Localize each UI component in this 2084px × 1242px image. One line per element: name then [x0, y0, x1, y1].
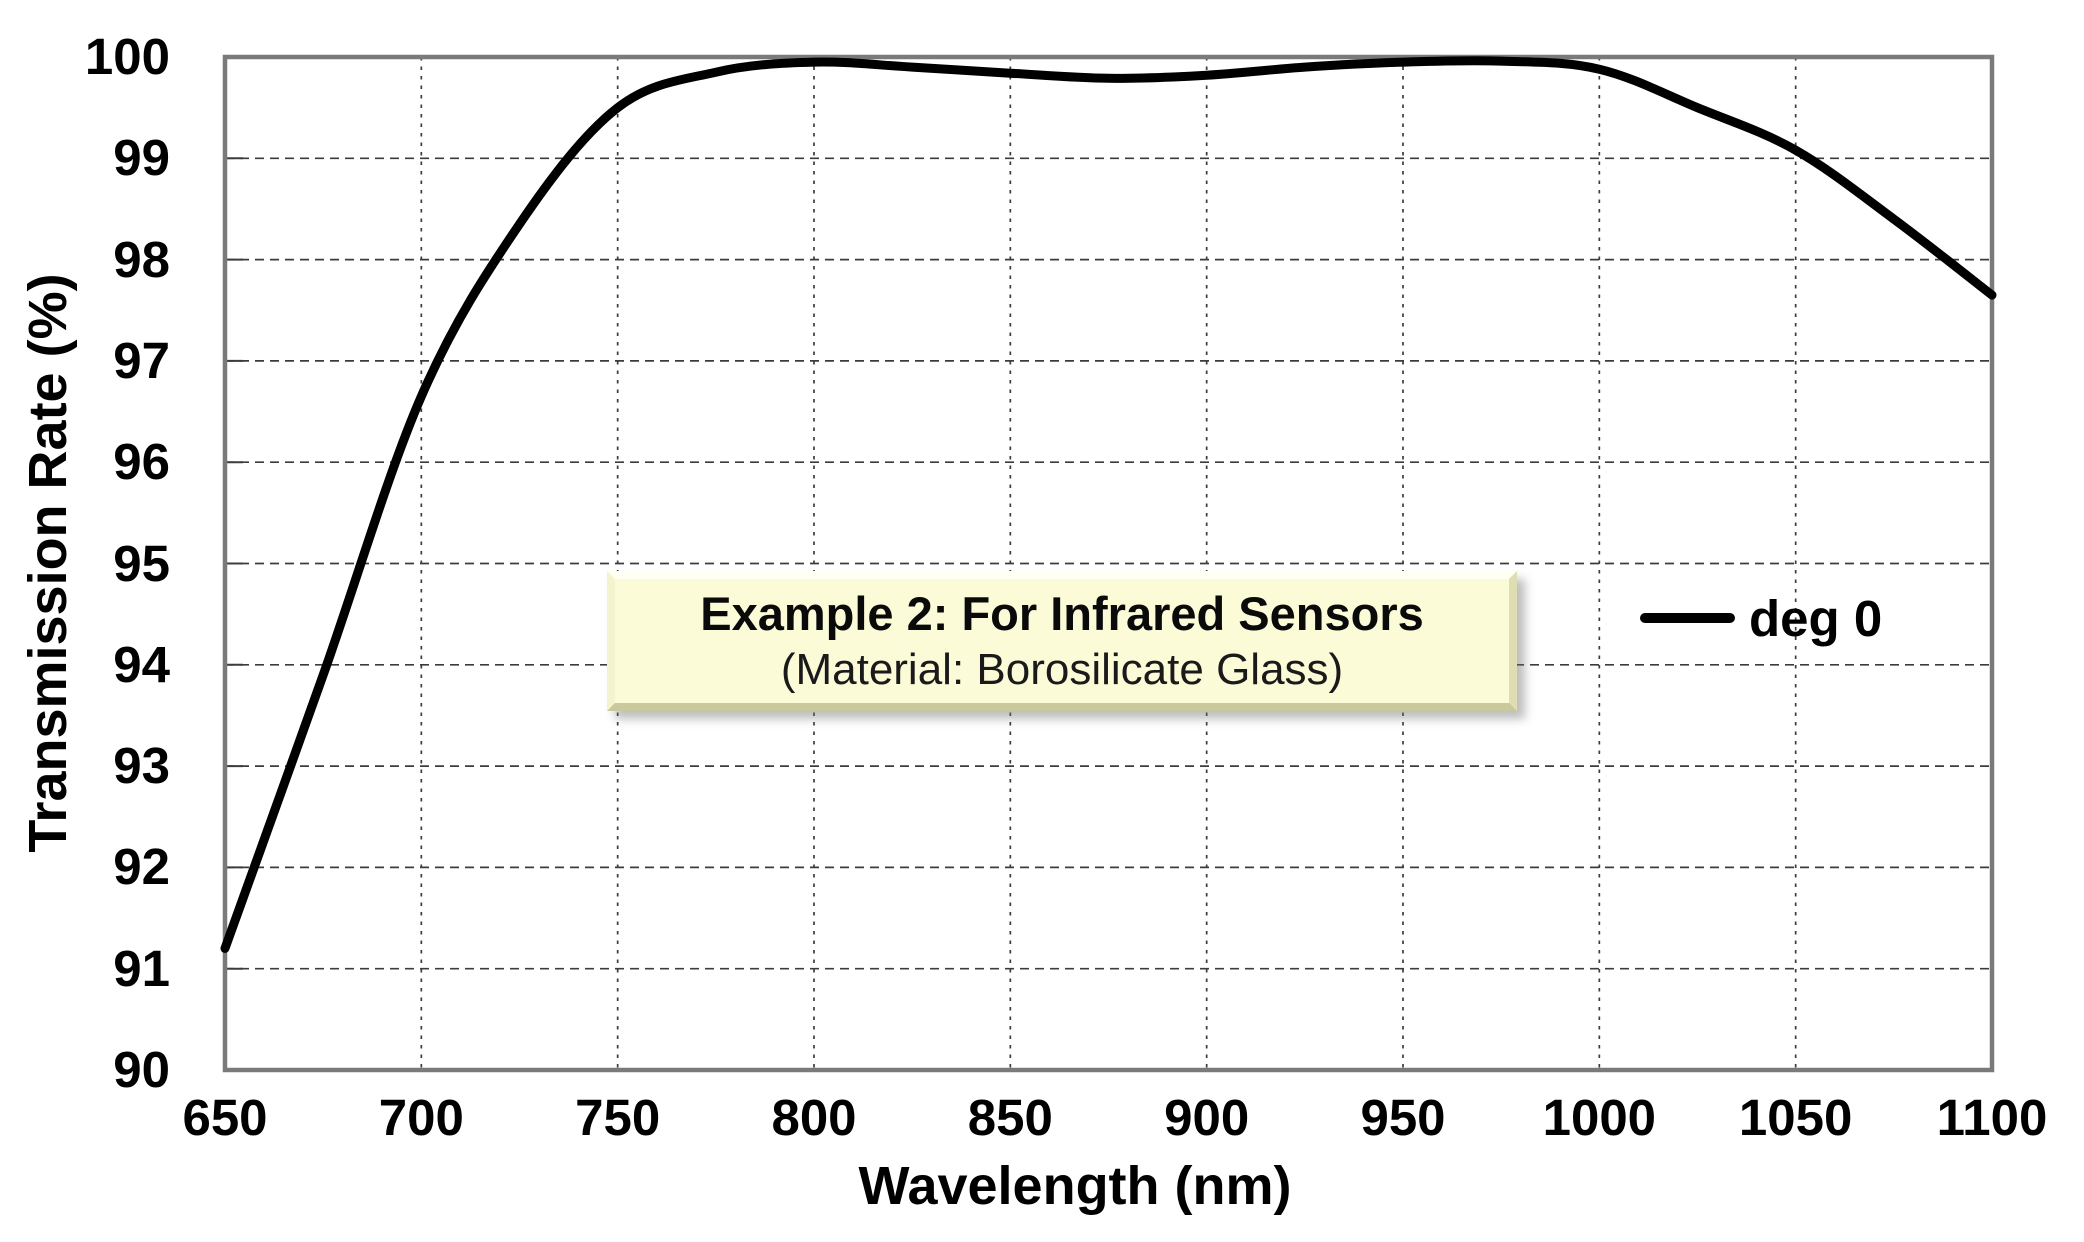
y-tick-label: 94 [113, 635, 170, 693]
annotation-box: Example 2: For Infrared Sensors (Materia… [607, 571, 1517, 711]
y-tick-label: 92 [113, 838, 170, 896]
x-tick-label: 850 [967, 1089, 1053, 1146]
x-tick-label: 1050 [1738, 1089, 1853, 1146]
y-tick-label: 97 [113, 331, 170, 389]
y-tick-label: 90 [113, 1041, 170, 1098]
plot-border [222, 54, 1995, 1073]
legend-label: deg 0 [1749, 589, 1883, 647]
x-tick-label: 700 [378, 1089, 464, 1146]
transmission-curve [220, 56, 1997, 953]
y-tick-label: 100 [84, 28, 170, 85]
y-tick-label: 99 [113, 129, 170, 187]
y-tick-label: 95 [113, 534, 170, 592]
annotation-subtitle: (Material: Borosilicate Glass) [780, 644, 1344, 694]
x-axis-title: Wavelength (nm) [858, 1156, 1292, 1216]
y-axis-title: Transmission Rate (%) [18, 273, 78, 853]
legend-line-sample [1640, 613, 1735, 623]
y-tick-label: 93 [113, 737, 170, 795]
y-tick-label: 98 [113, 230, 170, 288]
x-tick-label: 900 [1164, 1089, 1250, 1146]
x-tick-label: 950 [1360, 1089, 1446, 1146]
x-tick-label: 650 [182, 1089, 268, 1146]
x-tick-label: 750 [575, 1089, 661, 1146]
x-tick-label: 800 [771, 1089, 857, 1146]
x-tick-label: 1000 [1542, 1089, 1657, 1146]
annotation-title: Example 2: For Infrared Sensors [700, 587, 1424, 641]
y-tick-label: 96 [113, 433, 170, 491]
x-tick-label: 1100 [1936, 1089, 2048, 1146]
y-tick-label: 91 [113, 939, 170, 997]
legend: deg 0 [1640, 589, 1882, 647]
